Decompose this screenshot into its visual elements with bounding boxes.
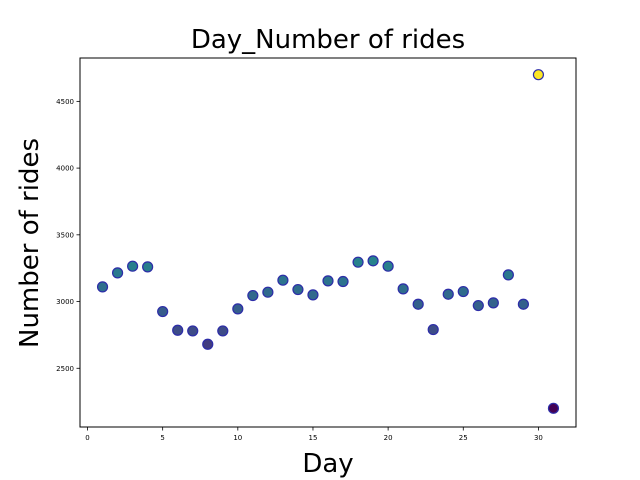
y-tick-label: 2500 xyxy=(56,365,74,373)
data-point xyxy=(127,260,139,272)
data-point xyxy=(502,269,514,281)
data-point xyxy=(487,297,499,309)
data-point xyxy=(532,69,545,81)
data-point xyxy=(262,286,274,298)
data-point xyxy=(517,298,529,310)
data-point xyxy=(247,289,259,302)
data-point xyxy=(472,299,484,312)
data-point xyxy=(442,288,454,300)
data-point xyxy=(232,303,244,315)
data-point xyxy=(382,260,394,272)
x-axis: 0 5 10 15 20 25 30 xyxy=(85,427,543,442)
x-tick-label: 0 xyxy=(85,434,89,442)
y-axis: 2500 3000 3500 4000 4500 xyxy=(56,98,80,373)
data-point xyxy=(111,267,124,279)
data-point xyxy=(172,324,184,336)
plot-area xyxy=(79,57,577,428)
y-tick-label: 3000 xyxy=(56,298,74,306)
x-tick-label: 10 xyxy=(233,434,242,442)
data-point xyxy=(142,261,154,273)
chart-title: Day_Number of rides xyxy=(191,25,465,55)
data-point xyxy=(307,289,319,301)
x-tick-label: 20 xyxy=(384,434,393,442)
y-tick-label: 4500 xyxy=(56,98,74,106)
data-point xyxy=(277,274,289,286)
y-tick-label: 3500 xyxy=(56,231,74,239)
x-tick-label: 30 xyxy=(534,434,543,442)
data-point xyxy=(337,275,349,288)
data-point xyxy=(427,323,439,336)
data-point xyxy=(292,283,304,296)
data-point xyxy=(322,275,334,287)
x-axis-label: Day xyxy=(302,449,353,479)
data-point xyxy=(217,325,229,337)
data-point xyxy=(412,298,424,310)
data-point xyxy=(187,325,199,337)
data-points xyxy=(96,69,560,414)
y-tick-label: 4000 xyxy=(56,165,74,173)
data-point xyxy=(157,305,169,318)
data-point xyxy=(367,255,379,267)
data-point xyxy=(457,285,469,298)
data-point xyxy=(397,283,409,295)
data-point xyxy=(547,402,560,414)
x-tick-label: 25 xyxy=(459,434,468,442)
x-tick-label: 5 xyxy=(160,434,164,442)
data-point xyxy=(352,256,364,268)
y-axis-label: Number of rides xyxy=(15,138,45,348)
x-tick-label: 15 xyxy=(309,434,318,442)
data-point xyxy=(202,338,214,350)
data-point xyxy=(96,281,109,293)
